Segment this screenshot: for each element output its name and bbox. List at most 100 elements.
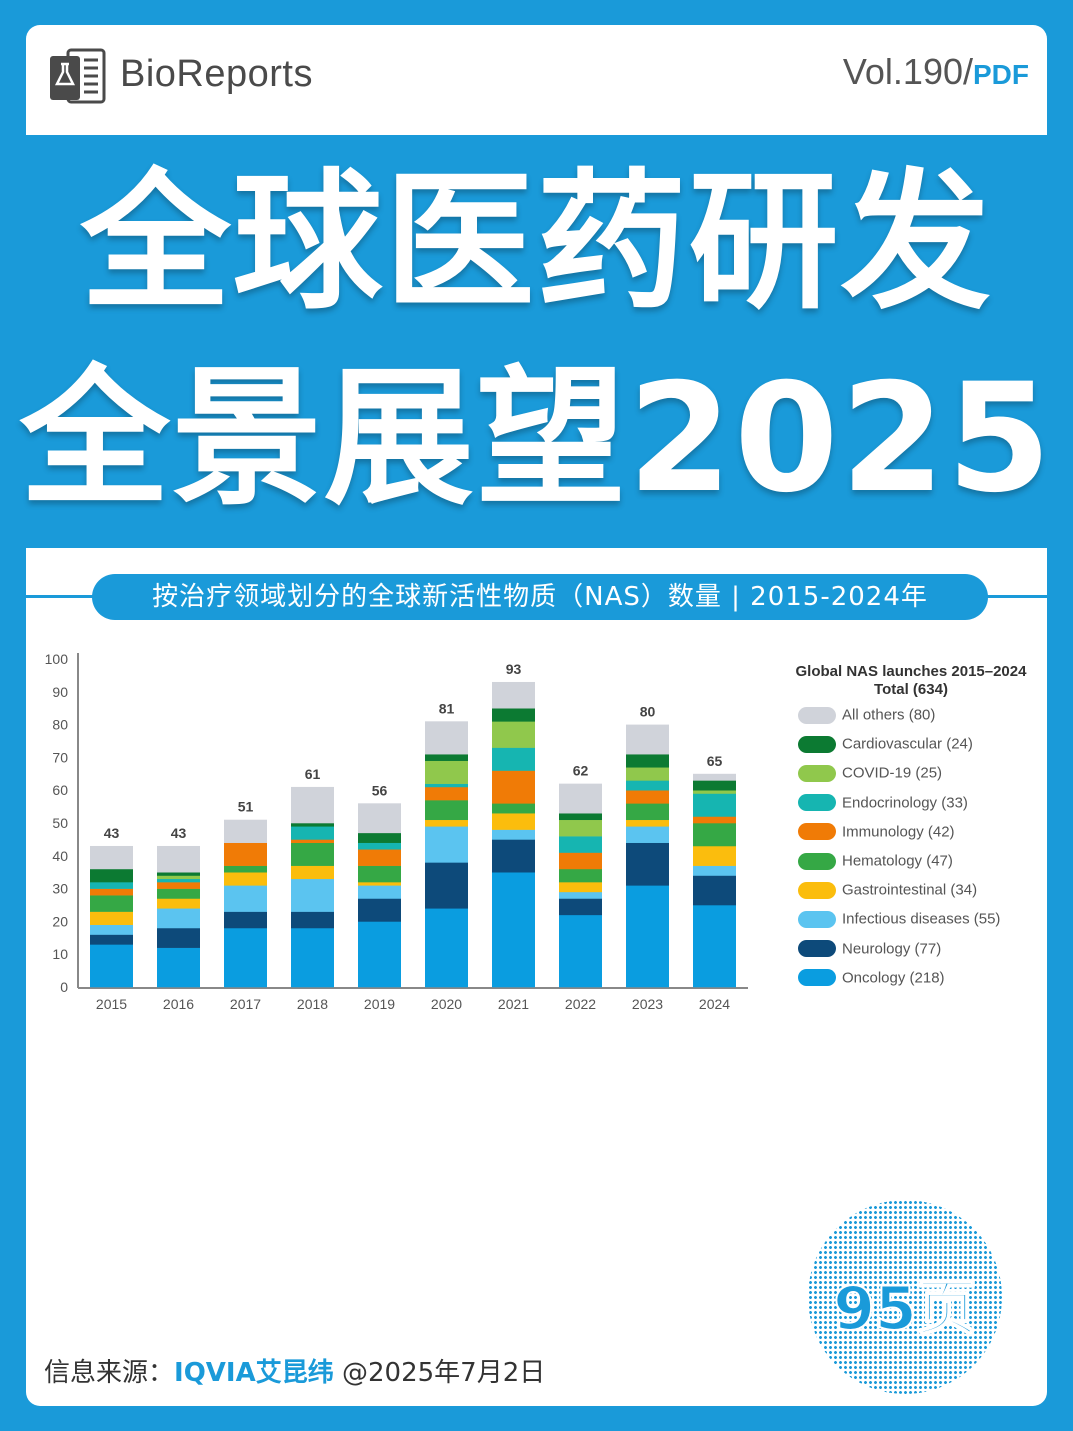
- y-tick-label: 80: [52, 717, 68, 733]
- y-tick-label: 20: [52, 913, 68, 929]
- legend-swatch: [798, 910, 836, 928]
- bar-segment: [224, 911, 267, 929]
- bar-segment: [90, 888, 133, 896]
- bar-segment: [358, 882, 401, 886]
- bar-segment: [157, 908, 200, 929]
- y-tick-label: 50: [52, 815, 68, 831]
- page-title-line1: 全球医药研发: [80, 156, 993, 330]
- bar-segment: [559, 882, 602, 893]
- legend-swatch: [798, 794, 836, 812]
- y-tick-label: 70: [52, 749, 68, 765]
- bar-segment: [626, 826, 669, 843]
- x-tick-label: 2015: [96, 996, 127, 1012]
- bar-segment: [358, 898, 401, 922]
- legend-title-text: Global NAS launches 2015–2024: [795, 663, 1027, 680]
- bar-segment: [358, 849, 401, 866]
- bar-total-label: 51: [238, 799, 254, 815]
- legend-item: Neurology (77): [798, 940, 941, 960]
- legend-label: Gastrointestinal (34): [842, 881, 978, 899]
- bar-segment: [90, 868, 133, 883]
- bar-total-label: 62: [573, 763, 589, 779]
- legend-label: Immunology (42): [842, 823, 955, 841]
- bar-segment: [425, 786, 468, 801]
- page-title-line2: 全景展望2025: [19, 352, 1054, 526]
- bar-segment: [291, 911, 334, 929]
- bar-segment: [492, 747, 535, 771]
- source-org: IQVIA艾昆纬: [174, 1358, 334, 1388]
- bar-segment: [291, 878, 334, 912]
- bar-segment: [224, 865, 267, 873]
- legend-item: All others (80): [798, 706, 935, 726]
- bar-total-label: 80: [640, 704, 656, 720]
- legend-label: Oncology (218): [842, 969, 945, 987]
- x-tick-label: 2022: [565, 996, 596, 1012]
- bar-segment: [90, 934, 133, 945]
- legend-item: Gastrointestinal (34): [798, 881, 977, 901]
- bar-segment: [693, 875, 736, 906]
- bar-segment: [358, 832, 401, 843]
- bar-segment: [626, 767, 669, 781]
- legend-label: All others (80): [842, 706, 936, 724]
- legend-label: Cardiovascular (24): [842, 735, 973, 753]
- chart-subtitle: 按治疗领域划分的全球新活性物质（NAS）数量 | 2015-2024年: [92, 574, 988, 620]
- bar-segment: [425, 754, 468, 761]
- y-tick-label: 40: [52, 848, 68, 864]
- bar-segment: [559, 783, 602, 814]
- bar-total-label: 65: [707, 753, 723, 769]
- bar-segment: [90, 895, 133, 912]
- format-label: PDF: [973, 59, 1029, 90]
- bar-segment: [291, 842, 334, 866]
- bar-segment: [224, 819, 267, 843]
- bar-segment: [693, 865, 736, 876]
- bar-segment: [559, 868, 602, 883]
- legend-swatch: [798, 881, 836, 899]
- bar-segment: [90, 924, 133, 935]
- bar-segment: [425, 826, 468, 863]
- bar-segment: [291, 927, 334, 988]
- header-card: BioReports Vol.190/PDF: [26, 25, 1047, 135]
- bar-segment: [559, 852, 602, 870]
- page-count-text: 95页: [832, 1273, 978, 1345]
- legend-swatch: [798, 852, 836, 870]
- x-tick-label: 2019: [364, 996, 395, 1012]
- brand-name: BioReports: [120, 53, 313, 95]
- bar-segment: [626, 724, 669, 755]
- bar-segment: [693, 790, 736, 794]
- legend-swatch: [798, 706, 836, 724]
- bar-segment: [157, 947, 200, 988]
- x-tick-label: 2018: [297, 996, 328, 1012]
- volume-label: Vol.190/PDF: [843, 51, 1029, 93]
- bar-segment: [626, 885, 669, 988]
- bar-segment: [626, 803, 669, 821]
- legend-item: Oncology (218): [798, 969, 945, 989]
- legend-item: Endocrinology (33): [798, 794, 968, 814]
- bar-total-label: 43: [104, 825, 120, 841]
- legend-item: Cardiovascular (24): [798, 735, 973, 755]
- bar-segment: [626, 842, 669, 886]
- bar-segment: [626, 780, 669, 791]
- bar-segment: [693, 823, 736, 847]
- y-tick-label: 90: [52, 684, 68, 700]
- bar-segment: [693, 816, 736, 824]
- bar-segment: [157, 872, 200, 876]
- bar-segment: [157, 927, 200, 948]
- bar-segment: [559, 914, 602, 988]
- source-label: 信息来源：: [44, 1358, 175, 1388]
- bar-segment: [358, 921, 401, 988]
- bar-segment: [492, 813, 535, 830]
- bar-segment: [425, 783, 468, 788]
- bar-total-label: 93: [506, 661, 522, 677]
- bar-segment: [291, 826, 334, 840]
- y-tick-label: 0: [60, 979, 68, 995]
- bar-segment: [425, 819, 468, 827]
- x-tick-label: 2021: [498, 996, 529, 1012]
- bar-segment: [157, 878, 200, 883]
- bar-segment: [425, 908, 468, 988]
- y-tick-label: 30: [52, 881, 68, 897]
- bar-segment: [291, 823, 334, 827]
- bar-segment: [559, 813, 602, 821]
- bar-segment: [425, 760, 468, 784]
- bar-segment: [358, 842, 401, 850]
- bar-segment: [626, 819, 669, 827]
- legend-label: Endocrinology (33): [842, 794, 968, 812]
